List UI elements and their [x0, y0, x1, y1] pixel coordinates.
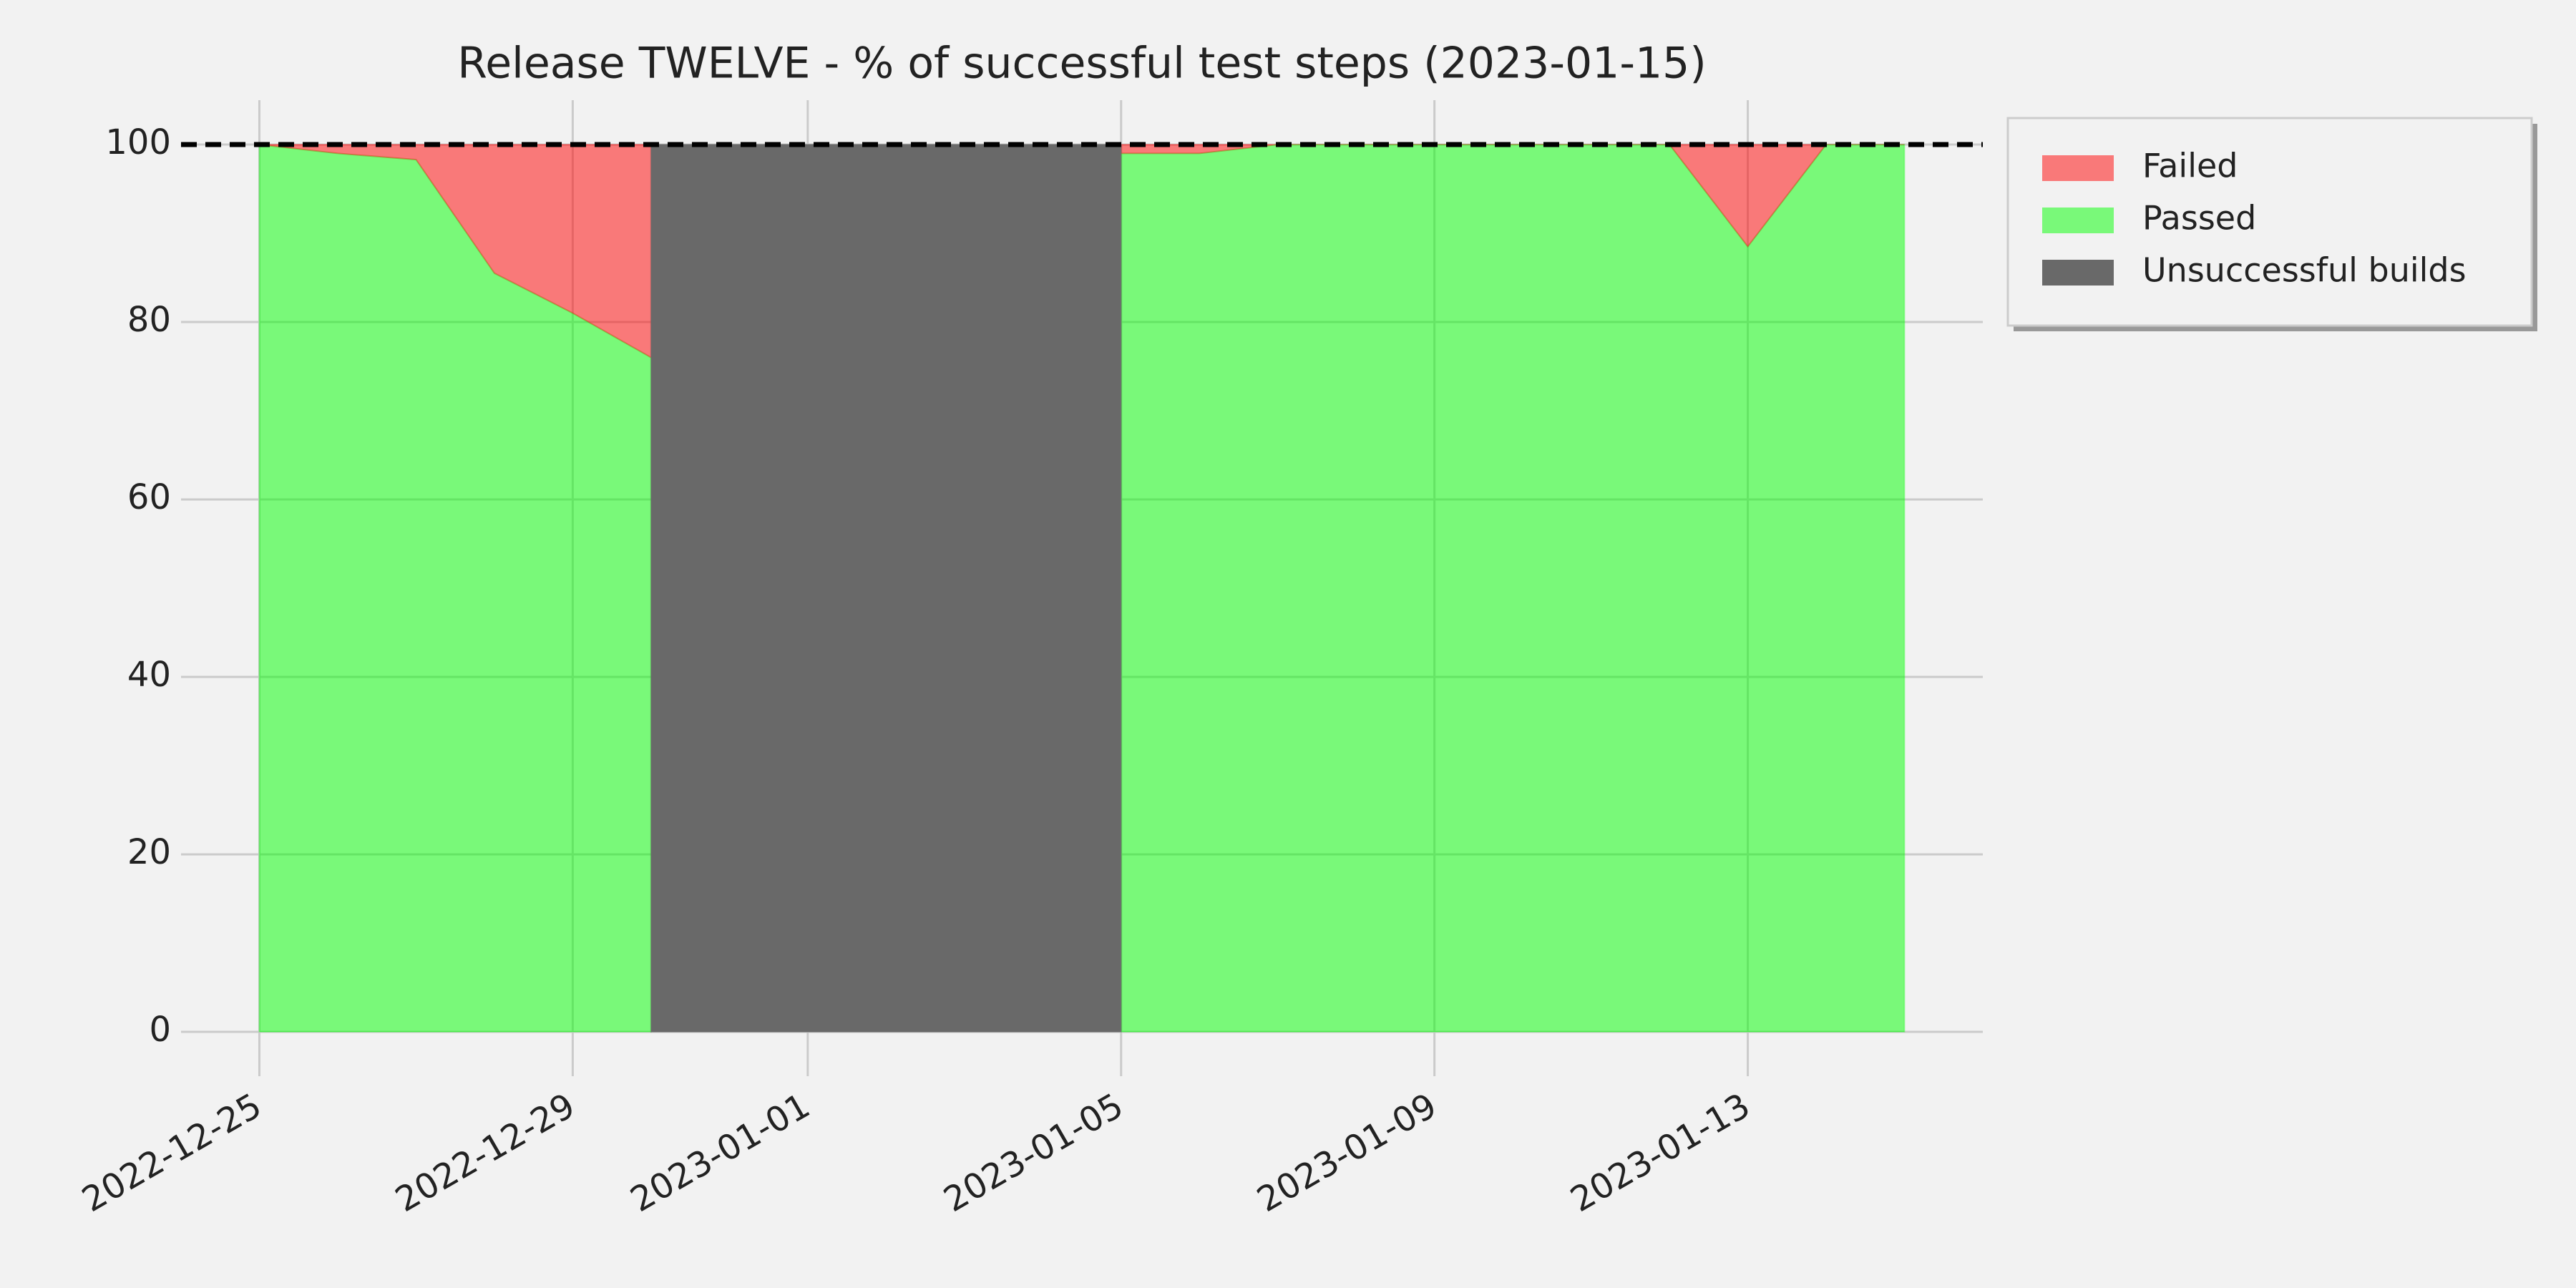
- y-tick-label: 80: [127, 300, 171, 340]
- legend-label: Unsuccessful builds: [2142, 251, 2467, 290]
- legend-swatch: [2042, 208, 2114, 233]
- y-tick-label: 20: [127, 832, 171, 872]
- chart-title: Release TWELVE - % of successful test st…: [457, 39, 1706, 89]
- y-tick-label: 60: [127, 477, 171, 517]
- area: [1120, 144, 1906, 1033]
- y-tick-label: 100: [105, 122, 171, 162]
- y-tick-label: 0: [149, 1010, 171, 1050]
- y-tick-label: 40: [127, 655, 171, 695]
- legend-swatch: [2042, 260, 2114, 286]
- area: [650, 144, 1122, 1033]
- legend: Failed Passed Unsuccessful builds: [2006, 117, 2537, 331]
- legend-label: Failed: [2142, 147, 2238, 185]
- legend-swatch: [2042, 155, 2114, 181]
- legend-label: Passed: [2142, 199, 2256, 238]
